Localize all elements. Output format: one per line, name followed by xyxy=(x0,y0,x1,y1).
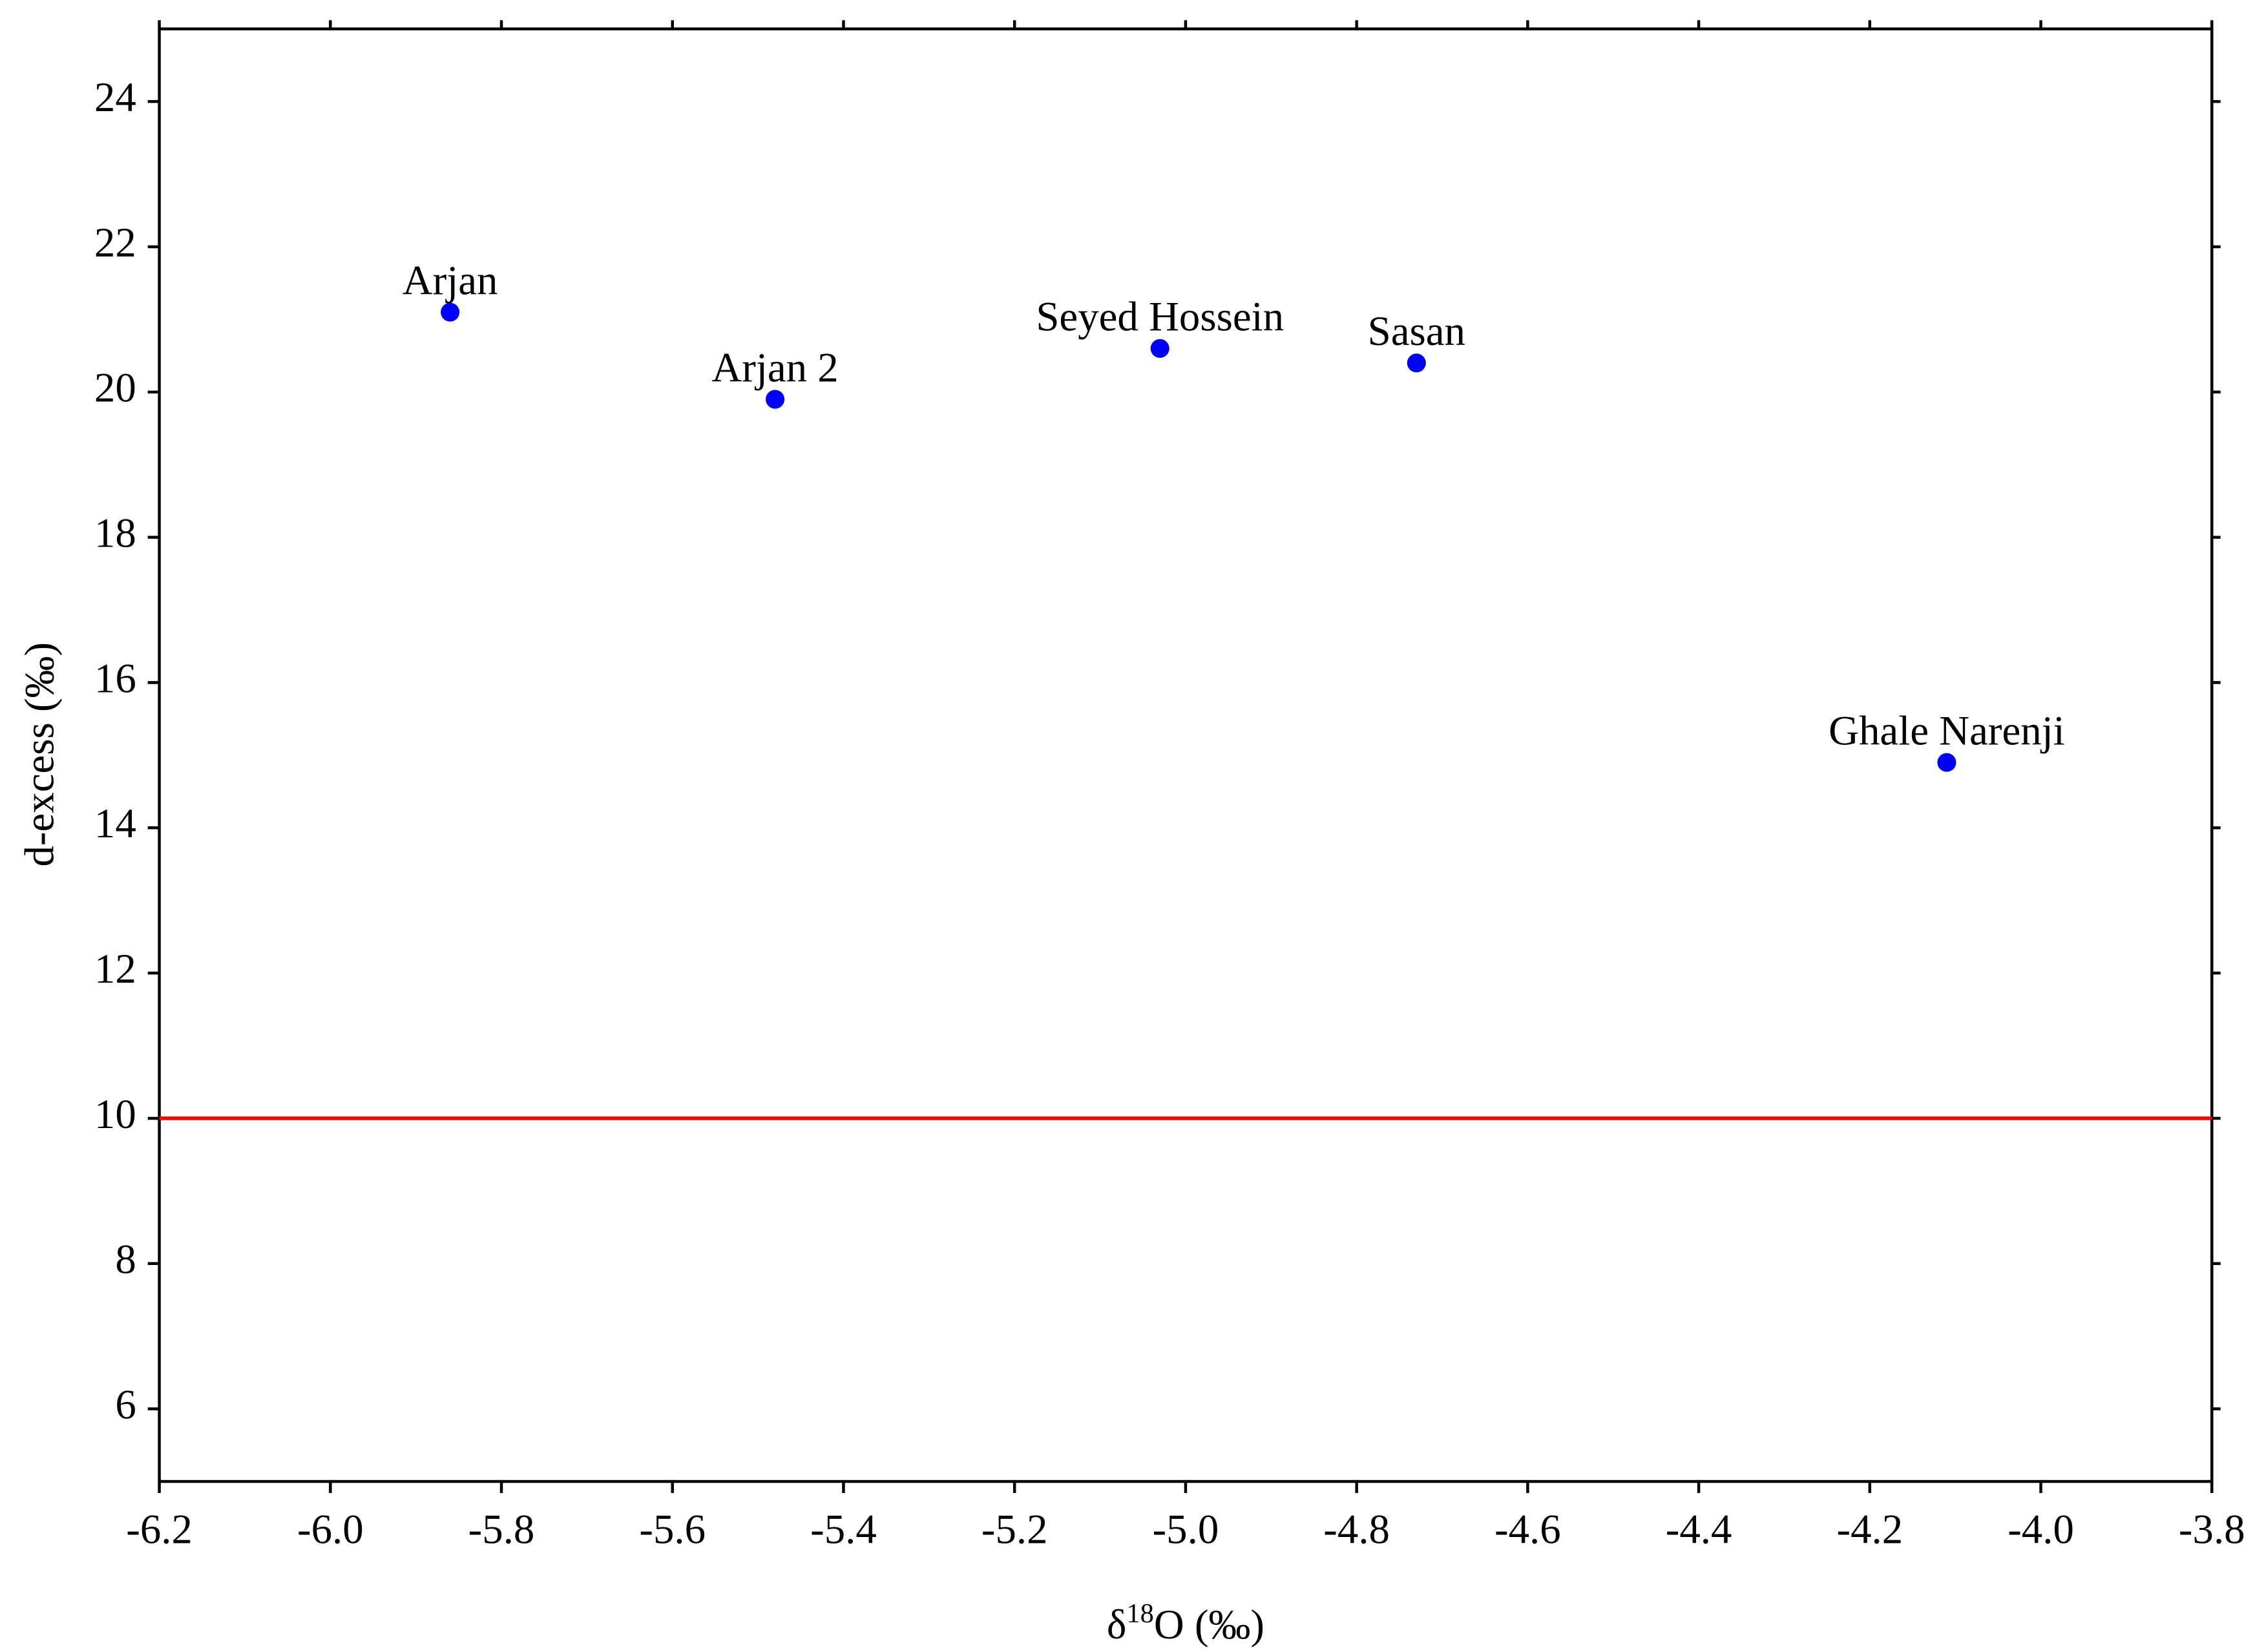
x-tick-label: -6.0 xyxy=(297,1506,364,1553)
point-label: Arjan 2 xyxy=(711,344,838,391)
point xyxy=(1150,339,1169,358)
y-tick-label: 12 xyxy=(94,946,136,992)
x-axis-label-part: 18 xyxy=(1126,1598,1154,1629)
x-tick-label: -5.4 xyxy=(810,1506,877,1553)
x-axis-label-part: δ xyxy=(1107,1602,1127,1648)
y-tick-label: 16 xyxy=(94,655,136,702)
y-axis-label: d-excess (‰) xyxy=(17,642,63,867)
x-tick-label: -4.4 xyxy=(1666,1506,1732,1553)
point-label: Ghale Narenji xyxy=(1829,708,2065,755)
y-tick-label: 8 xyxy=(115,1237,136,1283)
point xyxy=(1937,753,1956,772)
x-tick-label: -6.2 xyxy=(126,1506,193,1553)
y-tick-label: 24 xyxy=(94,74,136,121)
x-tick-label: -4.2 xyxy=(1836,1506,1903,1553)
point xyxy=(1407,353,1426,373)
point-label: Sasan xyxy=(1368,308,1465,355)
x-tick-label: -4.8 xyxy=(1323,1506,1390,1553)
point-label: Arjan xyxy=(403,258,498,304)
x-tick-label: -3.8 xyxy=(2179,1506,2244,1553)
y-tick-label: 22 xyxy=(94,220,136,266)
y-tick-label: 18 xyxy=(94,510,136,557)
x-axis-label-part: O (‰) xyxy=(1154,1602,1264,1648)
y-tick-label: 6 xyxy=(115,1381,136,1428)
x-tick-label: -4.0 xyxy=(2008,1506,2074,1553)
point-label: Seyed Hossein xyxy=(1036,294,1284,340)
x-tick-label: -4.6 xyxy=(1494,1506,1561,1553)
point xyxy=(766,390,785,409)
point xyxy=(441,302,460,322)
plot-frame xyxy=(158,27,2214,1483)
x-axis-label: δ18O (‰) xyxy=(1107,1598,1264,1648)
x-tick-label: -5.0 xyxy=(1153,1506,1219,1553)
x-tick-label: -5.2 xyxy=(981,1506,1048,1553)
y-tick-label: 14 xyxy=(94,800,136,847)
x-tick-label: -5.8 xyxy=(468,1506,535,1553)
y-tick-label: 10 xyxy=(94,1091,136,1138)
x-tick-label: -5.6 xyxy=(639,1506,706,1553)
y-tick-label: 20 xyxy=(94,365,136,412)
